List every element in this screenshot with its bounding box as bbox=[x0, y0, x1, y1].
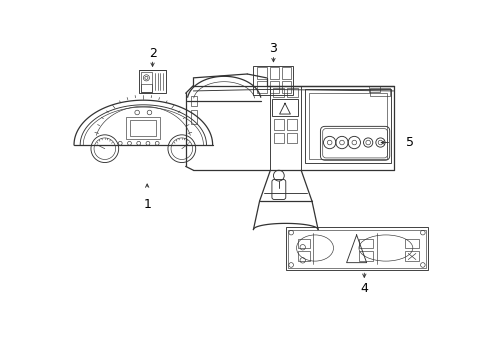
Bar bbox=[130, 120, 156, 136]
Bar bbox=[359, 251, 373, 261]
Bar bbox=[287, 120, 296, 130]
Bar bbox=[141, 84, 152, 92]
Bar bbox=[140, 70, 166, 93]
Text: 2: 2 bbox=[148, 47, 156, 60]
Bar bbox=[298, 251, 311, 261]
Text: 5: 5 bbox=[406, 136, 414, 149]
Bar bbox=[273, 88, 284, 97]
Bar bbox=[191, 110, 197, 124]
Text: 4: 4 bbox=[360, 282, 368, 295]
Bar bbox=[126, 117, 160, 139]
Bar bbox=[274, 132, 284, 143]
Bar bbox=[282, 67, 291, 80]
Bar bbox=[369, 86, 380, 93]
Text: 3: 3 bbox=[270, 42, 277, 55]
Bar bbox=[288, 230, 426, 268]
Bar bbox=[282, 81, 291, 93]
Bar bbox=[272, 99, 298, 116]
Text: 1: 1 bbox=[143, 198, 151, 211]
Bar bbox=[274, 120, 284, 130]
Bar bbox=[141, 72, 152, 92]
Bar bbox=[257, 67, 267, 80]
Bar bbox=[257, 81, 267, 93]
Bar bbox=[287, 88, 298, 97]
Bar bbox=[287, 132, 296, 143]
Bar bbox=[309, 93, 388, 159]
Bar bbox=[270, 67, 279, 80]
Bar bbox=[405, 239, 419, 248]
Bar bbox=[370, 88, 390, 95]
Bar bbox=[191, 95, 197, 106]
Bar bbox=[359, 239, 373, 248]
Bar bbox=[286, 227, 428, 270]
Bar bbox=[305, 89, 391, 163]
Bar bbox=[405, 251, 419, 261]
Bar bbox=[298, 239, 311, 248]
Bar bbox=[253, 66, 294, 95]
Bar bbox=[270, 81, 279, 93]
